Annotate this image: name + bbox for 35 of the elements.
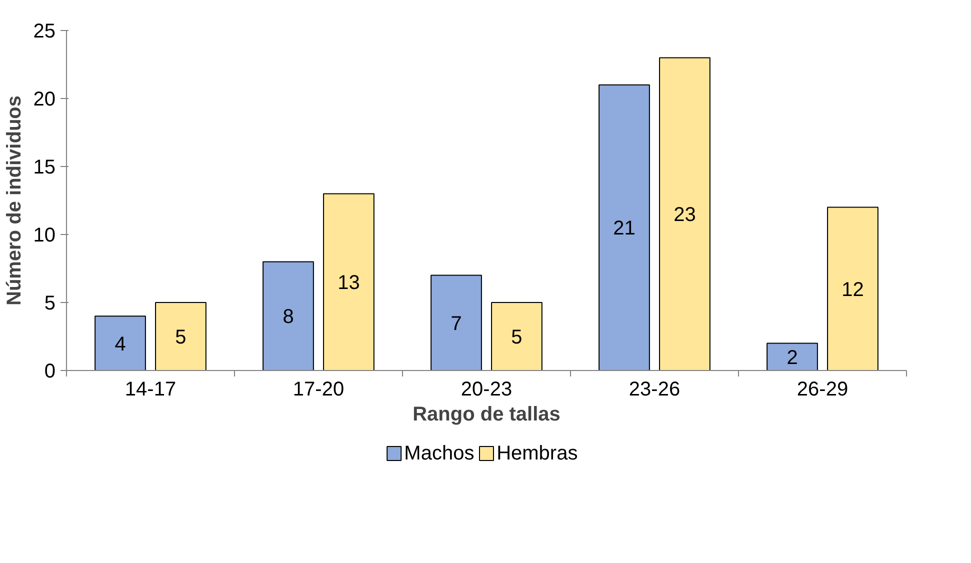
x-tick-label: 14-17 <box>124 378 176 400</box>
data-label: 23 <box>674 204 696 226</box>
y-tick-label: 5 <box>44 292 56 314</box>
bar <box>262 261 314 370</box>
y-tick-label: 20 <box>33 88 56 110</box>
data-label: 8 <box>282 306 294 328</box>
y-tick-label: 0 <box>44 360 56 382</box>
legend-label: Machos <box>404 442 474 464</box>
x-tick-label: 20-23 <box>460 378 512 400</box>
bar <box>323 193 374 370</box>
data-label: 4 <box>114 333 126 356</box>
bar <box>766 342 818 370</box>
data-label: 7 <box>450 312 462 335</box>
y-axis-title: Número de individuos <box>3 95 26 306</box>
y-tick-label: 10 <box>33 224 56 246</box>
bar <box>430 274 482 370</box>
x-tick-label: 17-20 <box>292 378 344 400</box>
x-tick-label: 23-26 <box>628 378 680 400</box>
data-label: 5 <box>511 326 522 348</box>
bar <box>94 316 146 370</box>
data-label: 5 <box>175 326 186 348</box>
x-axis-title: Rango de tallas <box>412 404 560 426</box>
y-tick-label: 15 <box>33 156 56 178</box>
bar <box>827 206 878 370</box>
bar <box>659 57 710 370</box>
data-label: 13 <box>338 272 360 294</box>
bar <box>598 84 650 370</box>
legend-label: Hembras <box>496 442 578 464</box>
data-label: 12 <box>842 278 864 301</box>
data-label: 2 <box>786 346 798 369</box>
bar <box>155 302 206 370</box>
x-tick-label: 26-29 <box>796 378 848 400</box>
y-tick-label: 25 <box>33 20 56 42</box>
data-label: 21 <box>613 218 636 240</box>
bar <box>491 302 542 370</box>
